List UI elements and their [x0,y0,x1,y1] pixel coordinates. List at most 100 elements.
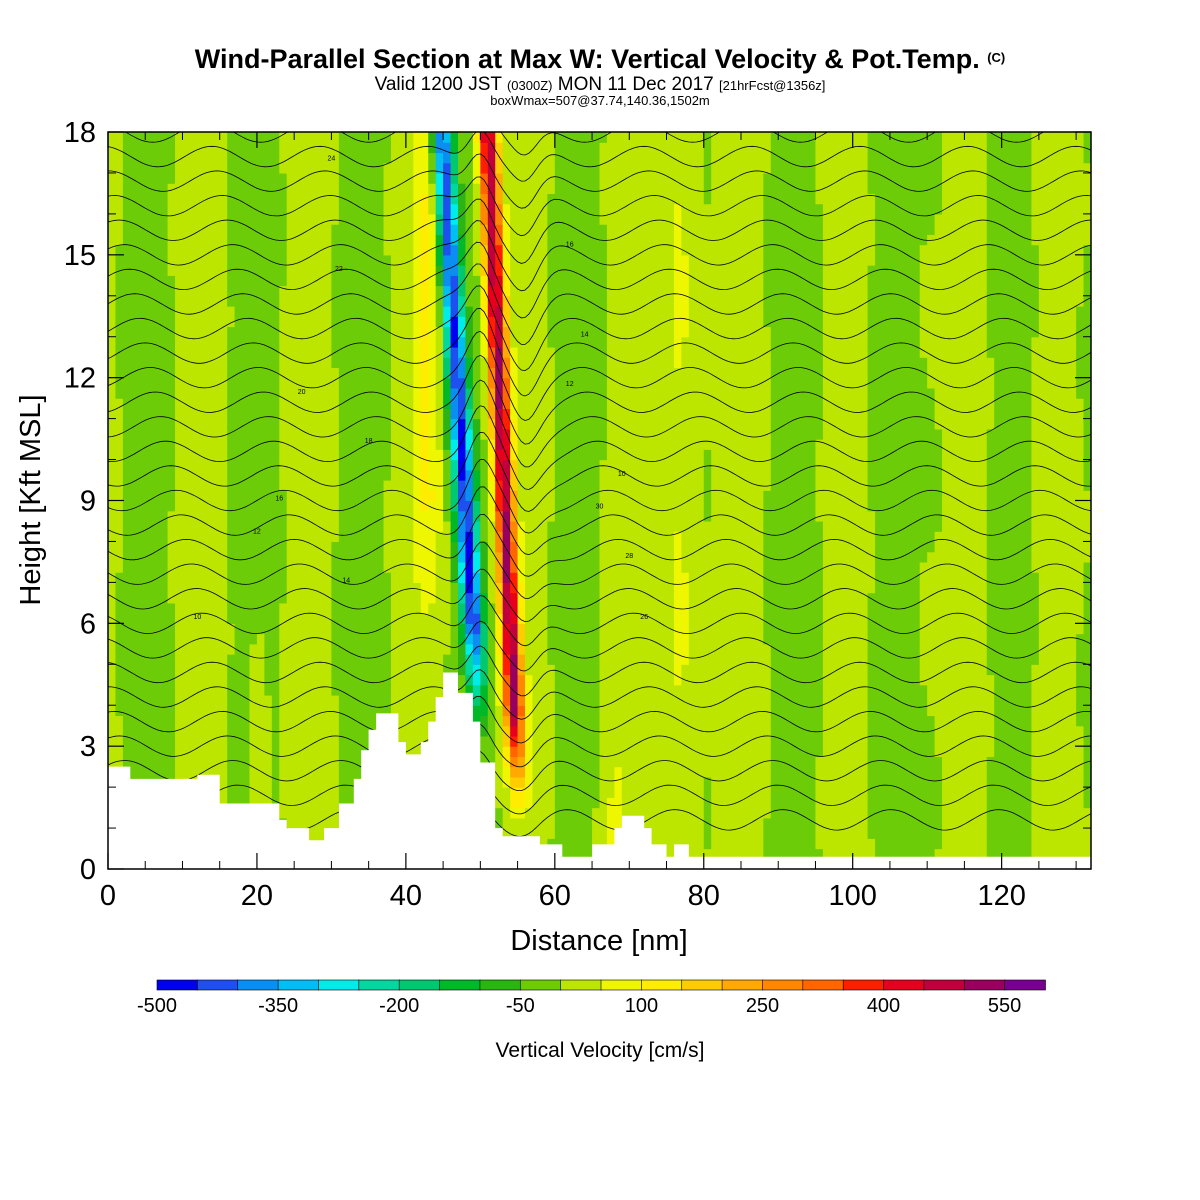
velocity-cell [368,480,377,491]
velocity-cell [160,664,169,676]
velocity-cell [435,480,444,491]
velocity-cell [606,510,615,522]
velocity-cell [294,428,303,440]
velocity-cell [532,142,541,154]
velocity-cell [435,142,444,154]
velocity-cell [606,828,615,839]
velocity-cell [160,234,169,246]
velocity-cell [584,531,593,543]
velocity-cell [234,295,243,307]
velocity-cell [286,520,295,532]
velocity-cell [420,285,429,297]
velocity-cell [197,285,206,297]
velocity-cell [137,346,146,358]
velocity-cell [428,694,437,706]
velocity-cell [368,684,377,696]
velocity-cell [316,510,325,522]
velocity-cell [450,480,459,491]
velocity-cell [539,387,548,399]
velocity-cell [286,387,295,399]
velocity-cell [279,254,288,266]
velocity-cell [450,459,459,471]
velocity-cell [189,541,198,553]
velocity-cell [316,480,325,491]
velocity-cell [547,377,556,389]
velocity-cell [234,326,243,338]
velocity-cell [145,357,154,369]
velocity-cell [450,428,459,440]
velocity-cell [242,776,251,788]
velocity-cell [301,142,310,154]
velocity-cell [450,183,459,195]
velocity-cell [167,449,176,461]
velocity-cell [182,357,191,369]
velocity-cell [539,326,548,338]
velocity-cell [130,705,139,717]
velocity-cell [249,439,258,450]
velocity-cell [286,725,295,737]
velocity-cell [309,592,318,604]
velocity-cell [189,766,198,778]
velocity-cell [562,408,571,420]
velocity-cell [547,715,556,727]
velocity-cell [234,377,243,389]
velocity-cell [428,541,437,553]
velocity-cell [160,510,169,522]
velocity-cell [286,531,295,543]
velocity-cell [197,654,206,665]
velocity-cell [301,387,310,399]
velocity-cell [554,694,563,706]
velocity-cell [554,418,563,430]
velocity-cell [584,725,593,737]
velocity-cell [487,387,496,399]
velocity-cell [510,398,519,409]
velocity-cell [323,623,333,635]
velocity-cell [413,725,422,737]
velocity-cell [584,797,593,809]
velocity-cell [577,224,586,235]
velocity-cell [301,613,310,624]
velocity-cell [547,572,556,583]
velocity-cell [279,193,288,205]
velocity-cell [316,694,325,706]
velocity-cell [510,132,519,143]
velocity-cell [547,623,556,635]
velocity-cell [502,828,511,839]
velocity-cell [577,582,586,594]
velocity-cell [353,654,362,665]
velocity-cell [145,142,154,154]
velocity-cell [286,643,295,655]
velocity-cell [234,510,243,522]
velocity-cell [316,234,325,246]
velocity-cell [577,766,586,778]
velocity-cell [383,592,392,604]
velocity-cell [584,439,593,450]
velocity-cell [197,213,206,225]
velocity-cell [234,490,243,502]
velocity-cell [517,439,526,450]
velocity-cell [390,643,400,655]
velocity-cell [420,510,429,522]
velocity-cell [495,725,504,737]
velocity-cell [316,193,325,205]
velocity-cell [569,654,578,665]
velocity-cell [197,500,206,512]
velocity-cell [212,735,221,747]
velocity-cell [175,346,184,358]
velocity-cell [115,459,124,471]
velocity-cell [525,316,534,328]
velocity-cell [294,387,303,399]
velocity-cell [182,193,191,205]
velocity-cell [547,674,556,686]
velocity-cell [405,367,414,379]
velocity-cell [256,142,265,154]
velocity-cell [197,572,206,583]
velocity-cell [539,613,548,624]
velocity-cell [175,684,184,696]
velocity-cell [115,684,124,696]
velocity-cell [569,439,578,450]
velocity-cell [420,306,429,317]
velocity-cell [160,367,169,379]
velocity-cell [592,275,601,287]
velocity-cell [137,633,146,645]
